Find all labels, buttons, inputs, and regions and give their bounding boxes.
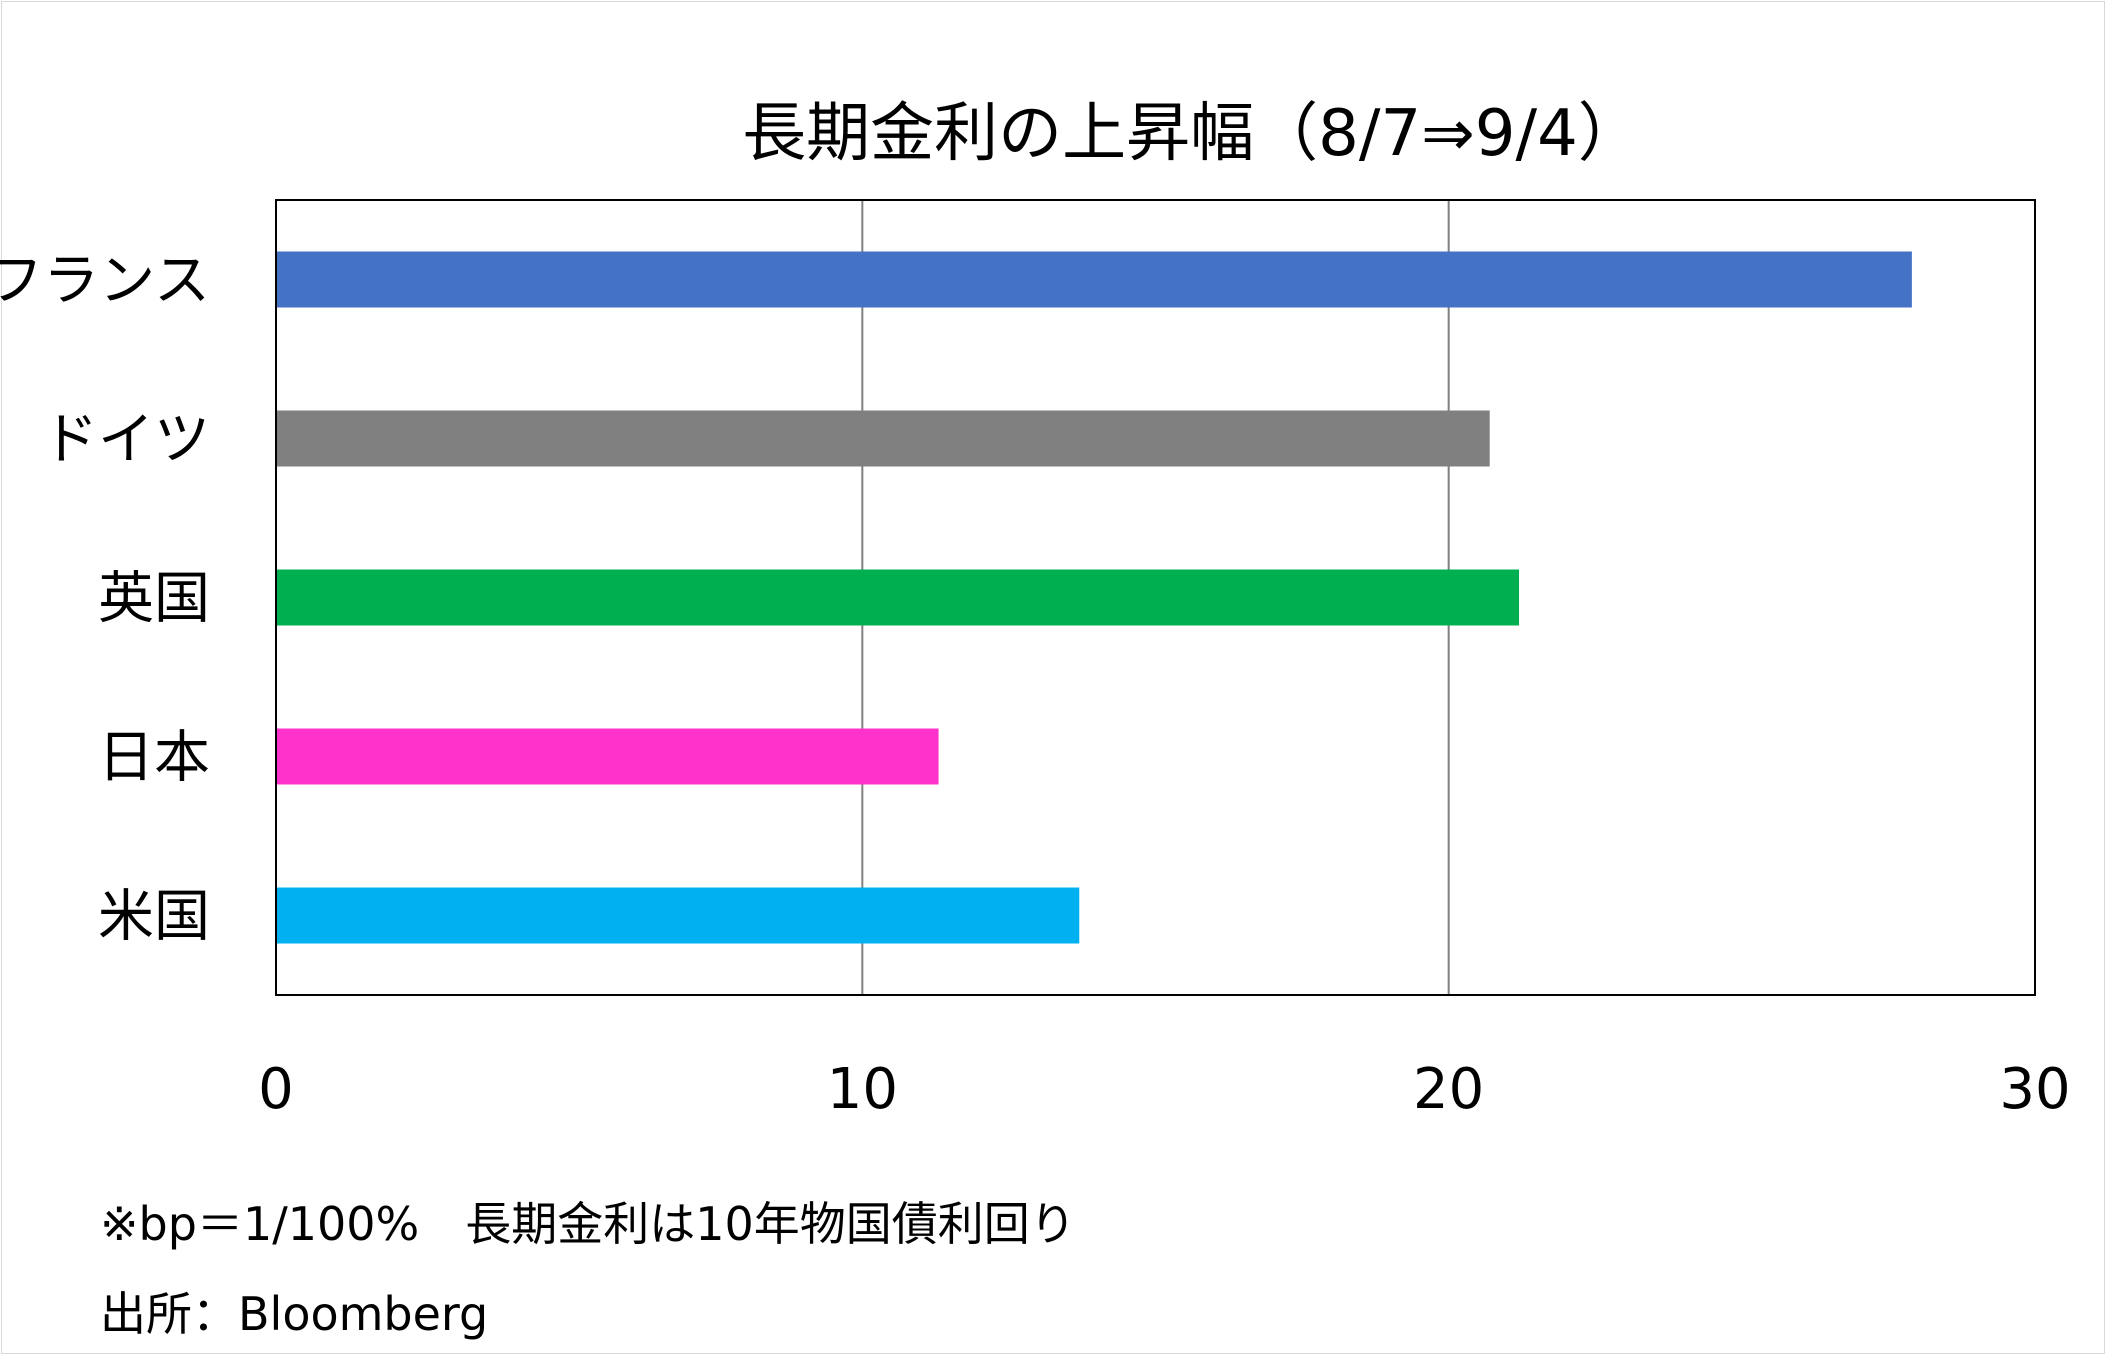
bars bbox=[276, 251, 1912, 944]
bar-3 bbox=[276, 569, 1520, 626]
x-axis-tick-labels: 0 10 20 30 bbox=[258, 1057, 2070, 1122]
x-tick-label: 10 bbox=[827, 1057, 898, 1122]
category-label: 日本 bbox=[98, 726, 210, 791]
bar-5 bbox=[276, 887, 1080, 944]
bar-2 bbox=[276, 410, 1490, 467]
bar-1 bbox=[276, 251, 1912, 308]
x-tick-label: 0 bbox=[258, 1057, 294, 1122]
chart-title: 長期金利の上昇幅（8/7⇒9/4） bbox=[742, 97, 1642, 171]
plot-area-border bbox=[275, 199, 2036, 996]
category-label: 英国 bbox=[98, 567, 210, 632]
x-tick-label: 30 bbox=[1999, 1057, 2070, 1122]
category-label: 米国 bbox=[98, 885, 210, 950]
category-label: フランス bbox=[0, 249, 210, 314]
bar-4 bbox=[276, 728, 939, 785]
source-note: 出所：Bloomberg bbox=[100, 1287, 489, 1341]
unit-note: ※bp＝1/100% 長期金利は10年物国債利回り bbox=[100, 1197, 1076, 1251]
category-label: ドイツ bbox=[42, 408, 210, 473]
x-tick-label: 20 bbox=[1413, 1057, 1484, 1122]
